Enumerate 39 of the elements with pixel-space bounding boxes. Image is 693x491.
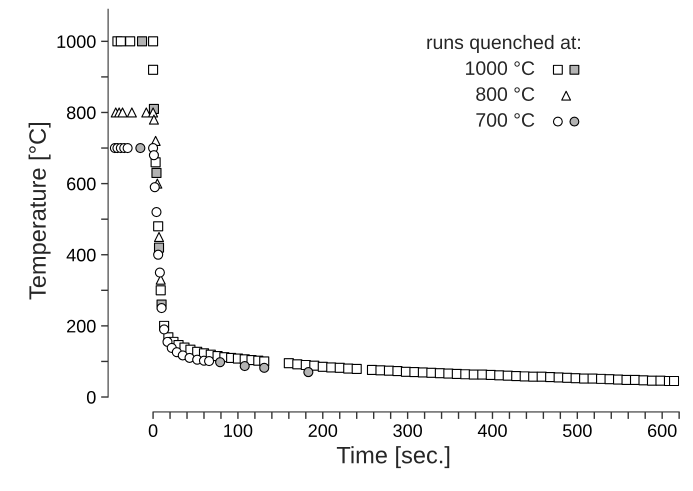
x-tick-label: 600 — [648, 424, 677, 438]
y-tick-label: 1000 — [58, 35, 96, 48]
point — [215, 357, 226, 368]
y-tick-label: 200 — [67, 320, 96, 333]
point — [204, 356, 214, 366]
point — [154, 232, 164, 242]
x-tick-label: 100 — [224, 424, 252, 438]
x-tick-label: 300 — [393, 424, 422, 438]
point — [135, 142, 146, 154]
x-tick-label: 200 — [308, 424, 338, 438]
point — [153, 250, 164, 260]
point — [136, 36, 148, 46]
x-tick-label: 0 — [148, 424, 158, 438]
point — [151, 207, 162, 218]
y-tick-label: 600 — [67, 178, 96, 190]
point — [156, 303, 167, 314]
legend-label: 800 °C — [476, 87, 534, 101]
point — [148, 114, 159, 125]
point — [154, 267, 165, 278]
x-tick-label: 500 — [562, 424, 592, 438]
y-tick-label: 800 — [66, 106, 96, 120]
x-tick-label: 400 — [478, 424, 507, 438]
y-tick-label: 400 — [66, 248, 96, 262]
y-axis-title: Temperature [°C] — [28, 122, 51, 300]
point — [122, 142, 133, 154]
point — [148, 150, 159, 160]
point — [117, 107, 128, 118]
point — [150, 182, 160, 192]
y-tick-label: 0 — [86, 390, 96, 404]
x-axis-title: Time [sec.] — [336, 446, 450, 468]
point — [303, 367, 314, 378]
legend-title: runs quenched at: — [427, 34, 580, 54]
point — [151, 168, 162, 178]
legend-label: 700 °C — [476, 113, 534, 127]
point — [126, 107, 137, 118]
point — [240, 361, 250, 372]
legend-label: 1000 °C — [466, 61, 534, 76]
point — [159, 324, 170, 334]
point — [259, 362, 270, 373]
